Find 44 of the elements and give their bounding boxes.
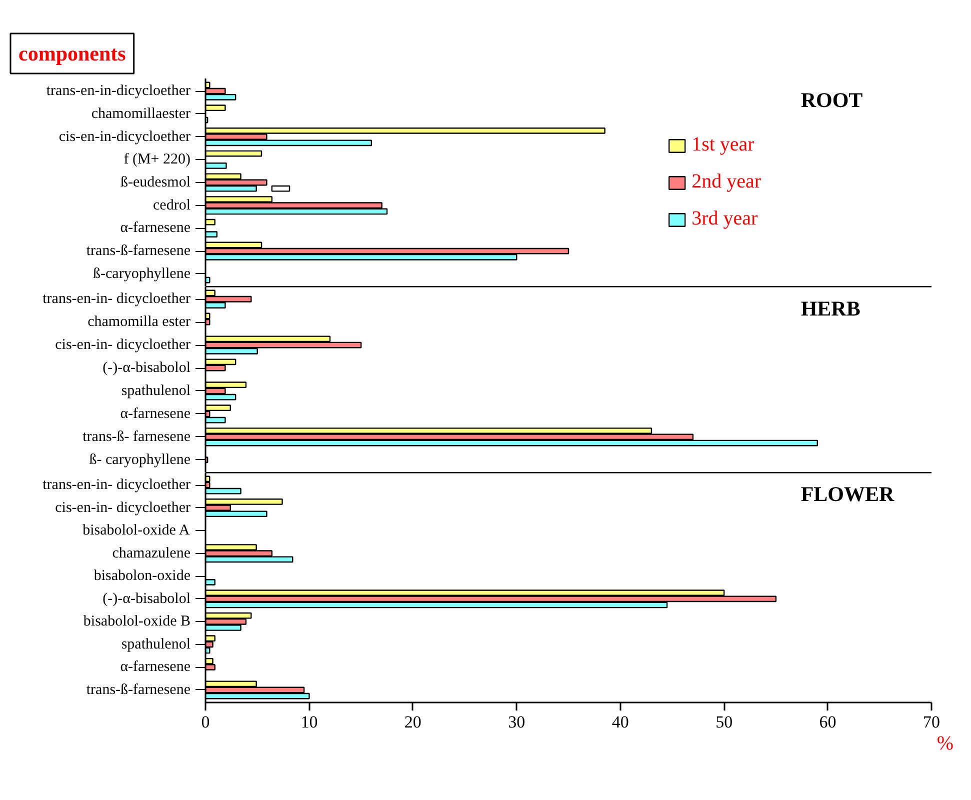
y-tick-label: spathulenol (121, 382, 190, 399)
y-tick-label: cis-en-in- dicycloether (55, 337, 191, 354)
y-tick-label: trans-ß-farnesene (86, 682, 191, 698)
annotation: ROOT (800, 88, 863, 112)
y-tick-label: trans-en-in-dicycloether (46, 83, 191, 100)
legend-label: 3rd year (692, 208, 758, 230)
bar (271, 185, 290, 192)
x-tick-label: 30 (508, 712, 526, 732)
y-tick-label: α-farnesene (120, 220, 191, 236)
y-tick-label: ß-caryophyllene (93, 266, 191, 282)
x-tick-label: 20 (404, 712, 422, 732)
x-tick-label: 0 (201, 712, 210, 732)
y-tick-label: cedrol (153, 197, 191, 214)
y-tick-label: ß-eudesmol (120, 174, 190, 190)
legend-label: 1st year (692, 134, 754, 156)
y-tick-label: α-farnesene (120, 659, 191, 676)
y-tick-label: (-)-α-bisabolol (102, 590, 191, 607)
annotation: HERB (800, 296, 860, 320)
y-tick-label: trans-en-in- dicycloether (42, 291, 191, 308)
y-tick-label: chamomillaester (91, 106, 191, 122)
y-tick-label: cis-en-in- dicycloether (55, 500, 191, 516)
y-tick-label: spathulenol (121, 636, 190, 652)
legend-label: 2nd year (692, 170, 761, 194)
y-tick-label: chamazulene (112, 545, 191, 562)
y-tick-label: bisabolol-oxide A (82, 522, 190, 539)
x-tick-label: 50 (716, 712, 733, 732)
y-tick-label: cis-en-in-dicycloether (58, 128, 191, 145)
annotation: FLOWER (800, 482, 895, 506)
y-tick-label: (-)-α-bisabolol (102, 360, 191, 376)
x-axis-title: % (936, 732, 954, 754)
y-tick-label: bisabolol-oxide B (83, 614, 191, 630)
x-tick-label: 60 (819, 712, 836, 732)
y-tick-label: trans-ß- farnesene (82, 428, 191, 445)
y-tick-label: ß- caryophyllene (89, 452, 191, 468)
y-tick-label: trans-en-in- dicycloether (42, 477, 191, 494)
y-tick-label: bisabolon-oxide (94, 568, 191, 584)
x-tick-label: 40 (612, 712, 629, 732)
y-tick-label: α-farnesene (120, 406, 191, 422)
y-tick-label: trans-ß-farnesene (86, 243, 191, 260)
y-tick-label: f (M+ 220) (124, 152, 191, 168)
x-tick-label: 10 (300, 712, 318, 732)
x-tick-label: 70 (923, 712, 940, 732)
y-tick-label: chamomilla ester (88, 314, 191, 330)
chart-title: components (18, 42, 126, 66)
